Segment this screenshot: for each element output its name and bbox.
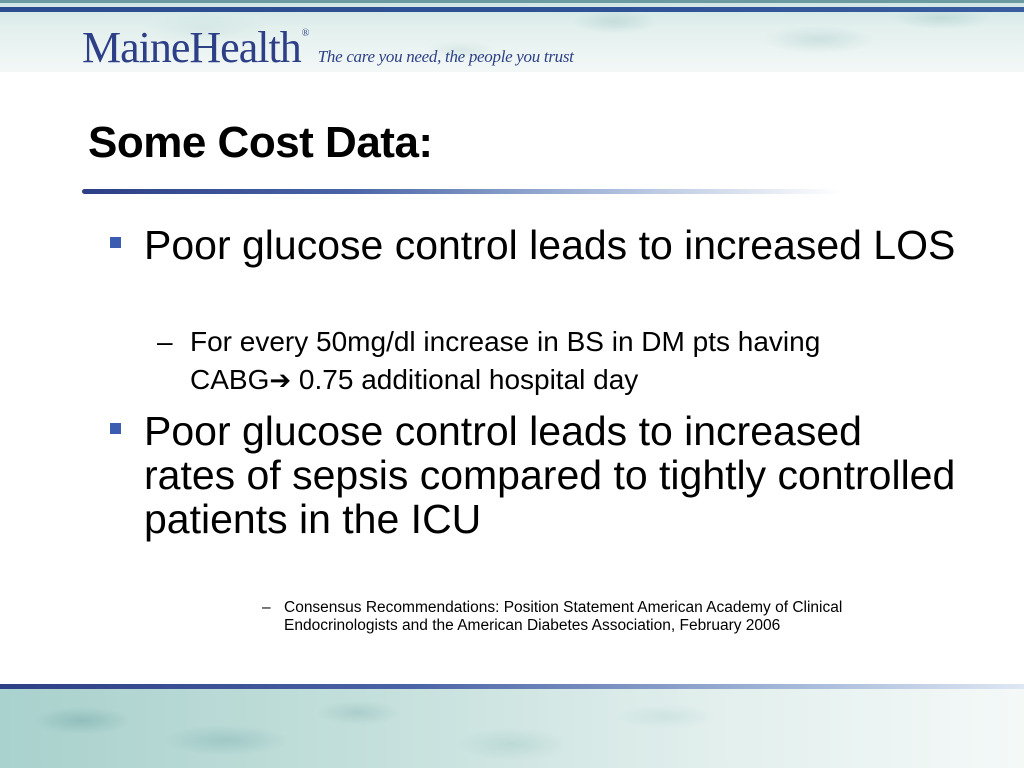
sub-bullet-text-after: 0.75 additional hospital day	[291, 364, 639, 395]
header-top-line	[0, 0, 1024, 3]
citation-dash: –	[262, 599, 271, 616]
sub-bullet-text: For every 50mg/dl increase in BS in DM p…	[190, 326, 821, 395]
logo-name: MaineHealth	[82, 23, 302, 72]
right-arrow-icon: ➔	[269, 365, 292, 395]
header-band: MaineHealth® The care you need, the peop…	[0, 0, 1024, 72]
logo-tagline: The care you need, the people you trust	[317, 47, 574, 66]
sub-bullet-dash: –	[157, 326, 173, 357]
slide-title: Some Cost Data:	[88, 118, 433, 167]
bullet-item-2: Poor glucose control leads to increased …	[144, 408, 956, 542]
sub-bullet-item-1: For every 50mg/dl increase in BS in DM p…	[190, 323, 890, 399]
footer-texture	[0, 689, 1024, 768]
bullet-item-1: Poor glucose control leads to increased …	[144, 222, 956, 268]
header-texture	[0, 0, 1024, 72]
bullet-square-icon	[110, 237, 121, 248]
footer-band	[0, 689, 1024, 768]
bullet-square-icon	[110, 423, 121, 434]
mainehealth-logo: MaineHealth® The care you need, the peop…	[82, 26, 574, 70]
registered-mark: ®	[301, 28, 310, 39]
title-underline	[82, 189, 842, 194]
footer-rule	[0, 684, 1024, 689]
citation-text: Consensus Recommendations: Position Stat…	[284, 599, 843, 634]
header-rule	[0, 7, 1024, 12]
